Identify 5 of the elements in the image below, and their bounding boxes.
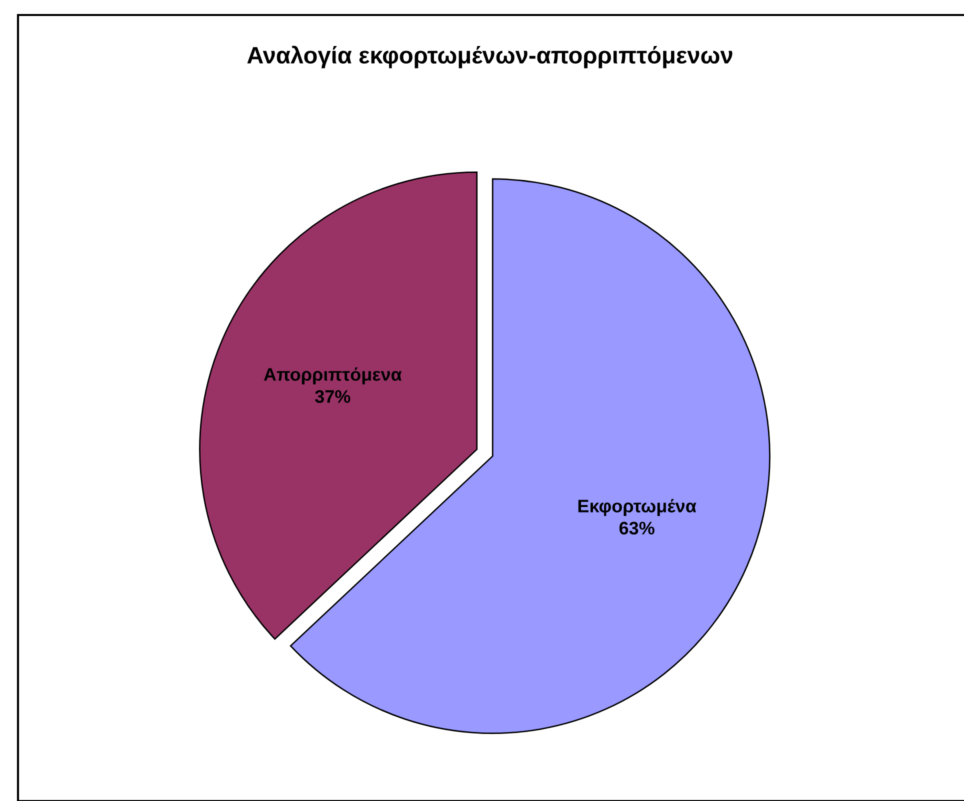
data-label: 37% <box>315 390 350 403</box>
slice-label: Απορριπτόμενα <box>264 367 402 384</box>
slice-label: Εκφορτωμένα <box>578 498 696 516</box>
chart-title: Αναλογία εκφορτωμένων-απορριπτόμενων <box>247 46 732 68</box>
data-label: 63% <box>619 522 654 535</box>
